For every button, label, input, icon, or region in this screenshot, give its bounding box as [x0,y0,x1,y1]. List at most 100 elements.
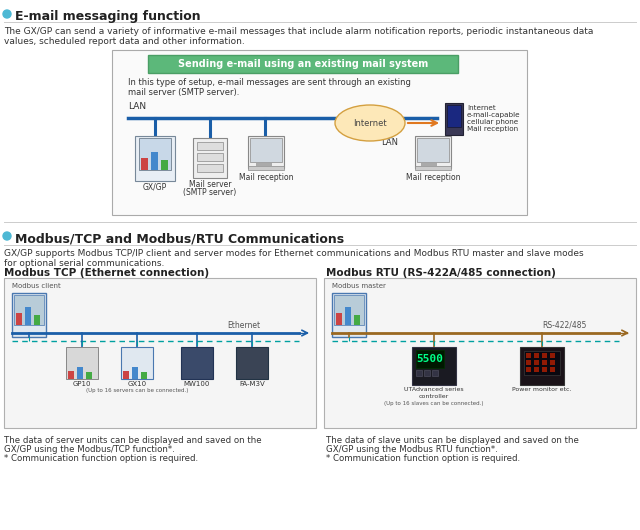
Bar [334,295,364,325]
Text: * Communication function option is required.: * Communication function option is requi… [4,454,198,463]
Bar [336,313,342,325]
Bar [197,164,223,172]
Text: The data of slave units can be displayed and saved on the: The data of slave units can be displayed… [326,436,579,445]
Bar [524,351,560,375]
Bar [550,367,555,372]
Bar [534,353,539,358]
Text: Modbus client: Modbus client [12,283,61,289]
Bar [121,347,153,379]
Bar [197,142,223,150]
Bar [132,367,138,379]
Bar [542,367,547,372]
Bar [324,278,636,428]
Bar [112,50,527,215]
Bar [12,293,46,337]
Bar [68,371,74,379]
Bar [197,153,223,161]
Bar [141,158,148,170]
Bar [415,136,451,168]
Bar [151,152,158,170]
Bar [416,350,444,368]
Text: 5500: 5500 [417,354,444,364]
Text: values, scheduled report data and other information.: values, scheduled report data and other … [4,37,244,46]
Bar [250,138,282,162]
Bar [14,295,44,325]
Text: Mail server: Mail server [189,180,231,189]
Text: (SMTP server): (SMTP server) [184,188,237,197]
Bar [542,360,547,365]
Text: GX/GP supports Modbus TCP/IP client and server modes for Ethernet communications: GX/GP supports Modbus TCP/IP client and … [4,249,584,258]
Text: GX10: GX10 [127,381,147,387]
Bar [34,315,40,325]
Text: UTAdvanced series: UTAdvanced series [404,387,464,392]
Bar [139,138,171,170]
Bar [417,138,449,162]
Bar [77,367,83,379]
Bar [4,278,316,428]
Bar [193,138,227,178]
Bar [161,160,168,170]
Bar [421,163,437,166]
Bar [86,372,92,379]
Text: Modbus/TCP and Modbus/RTU Communications: Modbus/TCP and Modbus/RTU Communications [15,232,344,245]
Text: Mail reception: Mail reception [406,173,460,182]
Bar [412,347,456,385]
Text: LAN: LAN [128,102,146,111]
Text: for optional serial communications.: for optional serial communications. [4,259,164,268]
Bar [256,163,272,166]
Text: Internet
e-mail-capable
cellular phone
Mail reception: Internet e-mail-capable cellular phone M… [467,105,520,132]
Text: GP10: GP10 [73,381,92,387]
Text: LAN: LAN [381,138,399,147]
Bar [16,313,22,325]
Bar [332,293,366,337]
Bar [416,370,422,376]
Text: Modbus RTU (RS-422A/485 connection): Modbus RTU (RS-422A/485 connection) [326,268,556,278]
Text: (Up to 16 servers can be connected.): (Up to 16 servers can be connected.) [86,388,188,393]
Bar [526,353,531,358]
Text: GX/GP using the Modbus RTU function*.: GX/GP using the Modbus RTU function*. [326,445,498,454]
Text: GX/GP: GX/GP [143,183,167,192]
Bar [148,55,458,73]
Text: Sending e-mail using an existing mail system: Sending e-mail using an existing mail sy… [178,59,428,69]
Text: GX/GP using the Modbus/TCP function*.: GX/GP using the Modbus/TCP function*. [4,445,175,454]
Text: Modbus TCP (Ethernet connection): Modbus TCP (Ethernet connection) [4,268,209,278]
Text: In this type of setup, e-mail messages are sent through an existing: In this type of setup, e-mail messages a… [128,78,411,87]
Bar [534,367,539,372]
Bar [141,372,147,379]
Text: controller: controller [419,394,449,399]
Ellipse shape [335,105,405,141]
Bar [432,370,438,376]
Text: Modbus master: Modbus master [332,283,386,289]
Bar [550,360,555,365]
Circle shape [3,232,11,240]
Text: E-mail messaging function: E-mail messaging function [15,10,200,23]
Bar [66,347,98,379]
Text: The GX/GP can send a variety of informative e-mail messages that include alarm n: The GX/GP can send a variety of informat… [4,27,593,36]
Bar [248,136,284,168]
Bar [25,307,31,325]
Bar [445,103,463,135]
Bar [236,347,268,379]
Bar [354,315,360,325]
Text: * Communication function option is required.: * Communication function option is requi… [326,454,520,463]
Text: Mail reception: Mail reception [239,173,293,182]
Bar [135,136,175,181]
Text: Power monitor etc.: Power monitor etc. [512,387,572,392]
Bar [181,347,213,379]
Bar [447,105,461,127]
Text: FA-M3V: FA-M3V [239,381,265,387]
Bar [534,360,539,365]
Bar [415,166,451,170]
Bar [520,347,564,385]
Text: Internet: Internet [353,119,387,128]
Bar [248,166,284,170]
Text: The data of server units can be displayed and saved on the: The data of server units can be displaye… [4,436,262,445]
Text: (Up to 16 slaves can be connected.): (Up to 16 slaves can be connected.) [384,401,484,406]
Text: Ethernet: Ethernet [227,321,260,330]
Bar [542,353,547,358]
Circle shape [3,10,11,18]
Text: mail server (SMTP server).: mail server (SMTP server). [128,88,239,97]
Bar [424,370,430,376]
Bar [550,353,555,358]
Text: RS-422/485: RS-422/485 [542,321,586,330]
